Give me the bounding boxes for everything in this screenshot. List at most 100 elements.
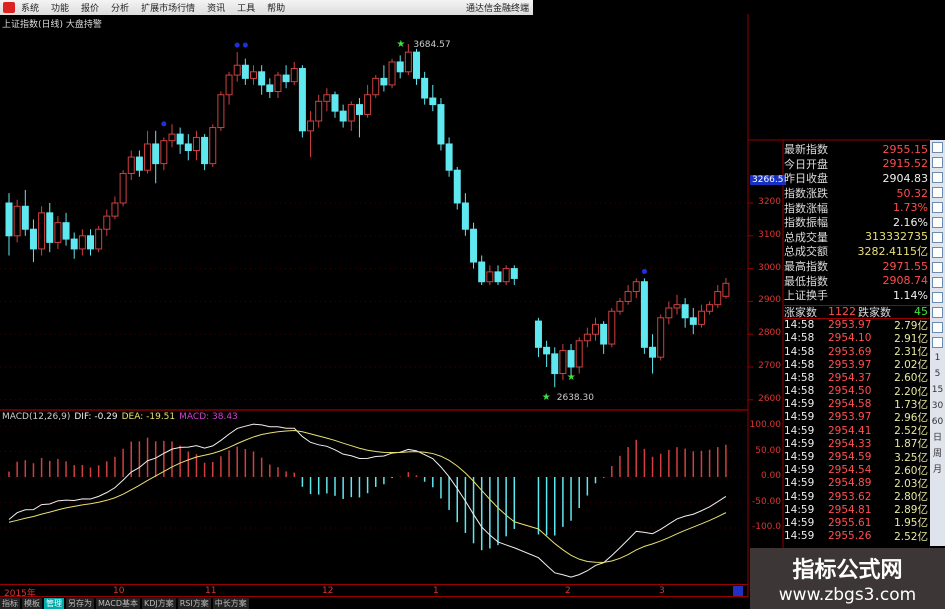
date-label: 3 [659,586,665,596]
period-button[interactable]: 月 [932,465,942,475]
candle-down [396,55,404,79]
candle-down [453,166,461,210]
indicator-tab[interactable]: 另存为 [66,598,94,609]
quote-value: 1.73% [893,201,928,215]
menu-help[interactable]: 帮助 [267,4,286,14]
settings-icon[interactable] [932,232,943,243]
period-button[interactable]: 60 [931,417,944,427]
candle-down [5,193,13,256]
candle-up [347,101,355,131]
macd-axis-label: 50.00 [755,445,781,456]
signal-dot [641,268,647,274]
chart-title: 上证指数(日线) 大盘持警 [2,20,102,30]
f10-icon[interactable] [932,157,943,168]
quote-row: 最低指数 2908.74 [784,273,930,288]
tick-amount: 2.03亿 [894,477,928,490]
candle-down [29,219,37,263]
tick-row: 14:59 2955.26 2.52亿 [784,530,930,543]
candle-up [78,229,86,256]
candle-down [421,71,429,105]
candle-down [135,150,143,177]
menu-tools[interactable]: 工具 [237,4,256,14]
tick-row: 14:59 2954.81 2.89亿 [784,503,930,517]
tick-amount: 2.91亿 [894,332,928,345]
candle-down [152,130,160,184]
indicator-tab[interactable]: RSI方案 [177,598,211,609]
fund-icon[interactable] [932,202,943,213]
indicator-tab[interactable]: 管理 [44,598,64,609]
indicator-tab[interactable]: KDJ方案 [141,598,176,609]
quote-panel: 最新指数 2955.15 今日开盘 2915.52 昨日收盘 2904.83 指数涨跌 50.… [784,142,930,543]
period-button[interactable]: 30 [931,401,944,411]
globe-icon[interactable] [932,217,943,228]
tick-price: 2954.10 [828,332,872,345]
menu-ext-market[interactable]: 扩展市场行情 [141,4,196,14]
candle-down [600,321,608,354]
date-axis: 2015年 10 11 12 1 2 3 [0,584,748,599]
period-button[interactable]: 日 [932,433,942,443]
info-icon[interactable] [932,262,943,273]
tick-price: 2955.26 [828,530,872,543]
menu-function[interactable]: 功能 [51,4,70,14]
draw-icon[interactable] [932,307,943,318]
tick-amount: 2.60亿 [894,372,928,385]
candle-up [274,71,282,99]
tick-price: 2954.54 [828,464,872,477]
candle-up [13,199,21,243]
quote-label: 上证换手 [784,289,828,303]
period-button[interactable]: 5 [934,369,941,379]
period-button[interactable]: 15 [931,385,944,395]
menu-system[interactable]: 系统 [21,4,40,14]
candle-down [543,340,551,367]
indicator-tab[interactable]: 指标 [0,598,20,609]
tick-price: 2953.97 [828,358,872,371]
tick-list[interactable]: 14:58 2953.97 2.79亿 14:58 2954.10 2.91亿 14:58 2… [784,319,930,543]
tick-amount: 2.52亿 [894,425,928,438]
quote-row: 昨日收盘 2904.83 [784,171,930,186]
calc-icon[interactable] [932,247,943,258]
quote-row: 总成交量 313332735 [784,230,930,245]
menu-analysis[interactable]: 分析 [111,4,130,14]
date-label: 1 [433,586,439,596]
candle-up [103,209,111,236]
menu-news[interactable]: 资讯 [207,4,226,14]
news-icon[interactable] [932,187,943,198]
period-button[interactable]: 1 [934,353,941,363]
quote-icon[interactable] [932,142,943,153]
scroll-right-button[interactable] [733,586,743,596]
menu-quote[interactable]: 报价 [81,4,100,14]
tick-price: 2955.61 [828,516,872,529]
tick-price: 2953.97 [828,319,872,332]
macd-axis-label: 100.00 [749,420,782,430]
tool-icon[interactable] [932,277,943,288]
sync-icon[interactable] [932,337,943,348]
tick-time: 14:58 [784,358,815,371]
candle-down [46,203,54,253]
candle-down [176,127,184,154]
candle-up [657,314,665,361]
tick-price: 2954.81 [828,503,872,516]
tick-row: 14:58 2954.50 2.20亿 [784,384,930,398]
advance-count: 1122 [828,305,856,319]
dif-line [8,423,727,578]
period-icon[interactable] [932,322,943,333]
move-icon[interactable] [932,292,943,303]
indicator-tab[interactable]: MACD基本 [96,598,140,609]
tick-row: 14:59 2954.41 2.52亿 [784,424,930,438]
macd-axis-label: 0.00 [760,471,781,481]
price-axis-label: 3200 [758,197,781,207]
candle-up [486,265,494,285]
decline-count: 45 [914,305,928,319]
tick-amount: 2.02亿 [894,359,928,372]
candle-down [534,317,542,358]
tick-row: 14:58 2954.10 2.91亿 [784,332,930,345]
period-button[interactable]: 周 [932,449,942,459]
candle-down [445,137,453,177]
app-logo-icon [3,2,15,13]
candle-down [70,232,78,259]
indicator-tab[interactable]: 中长方案 [212,598,249,609]
chart-icon[interactable] [932,172,943,183]
indicator-tab[interactable]: 模板 [22,598,42,609]
tick-time: 14:58 [784,385,815,398]
